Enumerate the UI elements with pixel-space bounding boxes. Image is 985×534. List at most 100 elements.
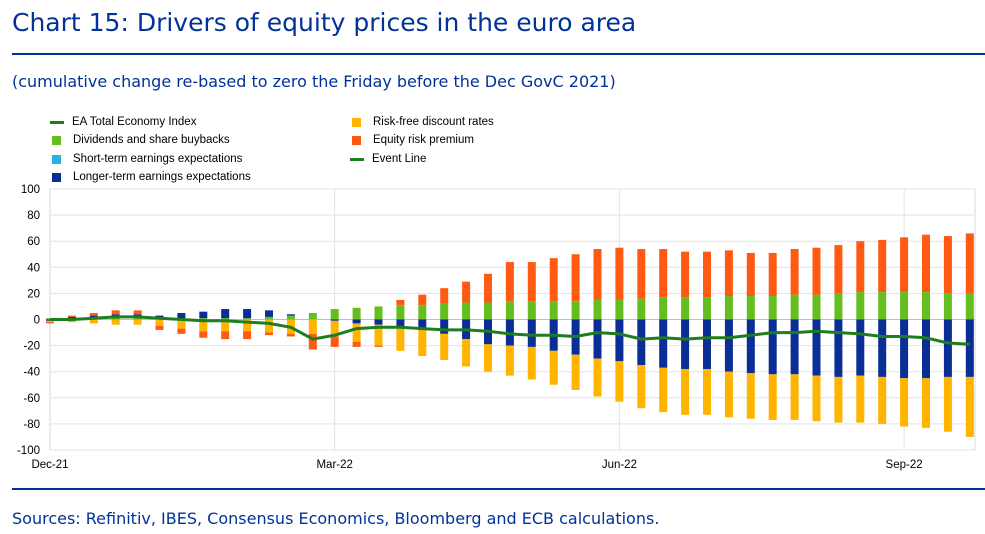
bar-dividends xyxy=(571,301,580,320)
bar-riskfree xyxy=(177,319,186,329)
bar-dividends xyxy=(746,296,755,320)
bar-dividends xyxy=(703,297,711,320)
legend-item-riskfree: Risk-free discount rates xyxy=(352,116,494,128)
bar-erp xyxy=(965,233,974,294)
bar-riskfree xyxy=(834,376,843,423)
bar-dividends xyxy=(659,297,668,320)
legend-swatch-dividends xyxy=(52,135,61,145)
x-tick-label: Jun-22 xyxy=(602,459,637,471)
bar-erp xyxy=(374,345,383,347)
legend-swatch-erp xyxy=(352,135,361,145)
bar-erp xyxy=(878,239,887,293)
bar-longer_term xyxy=(243,309,252,319)
bar-dividends xyxy=(133,318,142,320)
bar-longer_term xyxy=(374,319,383,325)
bar-dividends xyxy=(462,302,471,320)
y-tick-label: -80 xyxy=(23,419,40,431)
bar-longer_term xyxy=(965,319,974,377)
bar-longer_term xyxy=(352,319,361,324)
legend-label-short-term: Short-term earnings expectations xyxy=(73,153,243,165)
legend-swatch-total xyxy=(50,120,64,124)
bar-riskfree xyxy=(637,365,646,409)
bar-dividends xyxy=(330,309,339,320)
bar-erp xyxy=(67,315,76,317)
bar-longer_term xyxy=(724,319,733,372)
bar-erp xyxy=(308,333,317,350)
bar-dividends xyxy=(440,303,449,320)
bar-riskfree xyxy=(812,375,821,422)
bar-erp xyxy=(593,249,602,300)
bar-longer_term xyxy=(265,310,273,317)
bar-riskfree xyxy=(768,374,777,420)
bar-dividends xyxy=(505,301,514,320)
bar-riskfree xyxy=(352,323,361,342)
bar-erp xyxy=(221,331,230,340)
bar-riskfree xyxy=(856,375,865,423)
bar-erp xyxy=(856,241,865,293)
bar-erp xyxy=(768,252,777,297)
bar-erp xyxy=(330,336,339,347)
bar-longer_term xyxy=(593,319,602,359)
legend-item-short-term: Short-term earnings expectations xyxy=(52,153,242,165)
bar-riskfree xyxy=(199,319,208,332)
bar-erp xyxy=(834,245,843,294)
bar-erp xyxy=(396,299,405,306)
bar-riskfree xyxy=(111,319,120,325)
bar-erp xyxy=(111,310,120,315)
bar-erp xyxy=(286,333,295,337)
bar-dividends xyxy=(199,318,208,320)
x-tick-label: Mar-22 xyxy=(316,459,352,471)
bar-erp xyxy=(681,251,690,298)
bar-dividends xyxy=(265,316,273,320)
bar-dividends xyxy=(965,293,974,320)
bar-erp xyxy=(659,249,668,298)
legend-label-erp: Equity risk premium xyxy=(373,134,474,146)
bar-riskfree xyxy=(593,358,602,397)
bar-riskfree xyxy=(374,324,383,346)
bar-riskfree xyxy=(418,329,427,357)
bar-riskfree xyxy=(89,319,98,324)
bar-erp xyxy=(133,310,142,315)
y-tick-label: -40 xyxy=(23,367,40,379)
bar-riskfree xyxy=(965,376,974,437)
bar-riskfree xyxy=(462,339,471,367)
bar-riskfree xyxy=(265,319,273,333)
bar-dividends xyxy=(418,305,427,320)
bar-erp xyxy=(243,331,252,340)
bar-dividends xyxy=(615,299,624,320)
bar-riskfree xyxy=(615,361,624,402)
bar-riskfree xyxy=(527,346,536,380)
y-tick-label: 60 xyxy=(27,236,40,248)
bar-erp xyxy=(724,250,733,297)
y-tick-label: 80 xyxy=(27,210,40,222)
bar-longer_term xyxy=(812,319,821,376)
bar-dividends xyxy=(878,292,887,320)
x-tick-label: Sep-22 xyxy=(886,459,923,471)
bar-dividends xyxy=(681,297,690,320)
bar-longer_term xyxy=(681,319,690,370)
bar-erp xyxy=(790,249,799,295)
legend-label-longer-term: Longer-term earnings expectations xyxy=(73,171,251,183)
bar-riskfree xyxy=(943,376,952,432)
bar-longer_term xyxy=(221,309,230,319)
bar-longer_term xyxy=(286,314,295,316)
bar-longer_term xyxy=(746,319,755,374)
bar-longer_term xyxy=(878,319,887,377)
bar-riskfree xyxy=(681,369,690,415)
bar-erp xyxy=(571,254,580,302)
bar-erp xyxy=(943,235,952,294)
bar-dividends xyxy=(724,296,733,320)
legend-label-dividends: Dividends and share buybacks xyxy=(73,134,230,146)
y-tick-label: 100 xyxy=(21,184,40,196)
bar-dividends xyxy=(922,292,930,320)
bar-longer_term xyxy=(703,319,711,370)
total-economy-line xyxy=(50,315,970,346)
y-tick-label: -60 xyxy=(23,393,40,405)
bar-longer_term xyxy=(396,319,405,328)
legend-swatch-longer-term xyxy=(52,172,61,182)
bar-riskfree xyxy=(133,319,142,325)
bar-erp xyxy=(199,331,208,338)
bar-riskfree xyxy=(505,345,514,376)
bar-longer_term xyxy=(900,319,909,379)
bar-riskfree xyxy=(484,344,492,372)
